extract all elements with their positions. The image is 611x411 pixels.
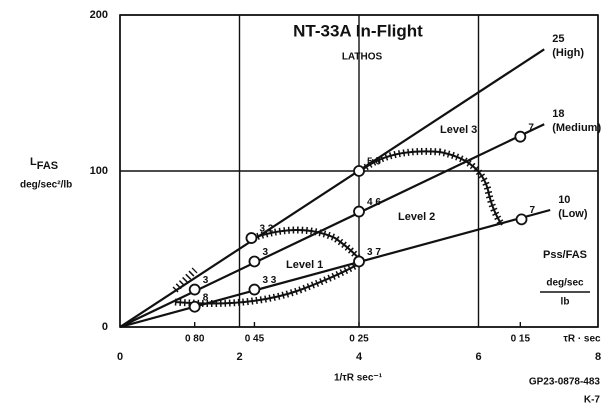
chart-title: NT-33A In-Flight — [293, 21, 423, 40]
series-line — [119, 123, 545, 328]
tau-label: τR · sec — [563, 334, 601, 345]
series-line — [119, 208, 551, 329]
data-point — [353, 255, 365, 268]
level-boundary — [174, 261, 363, 305]
x-tick-label: 8 — [595, 351, 601, 363]
series-sublabel: (Low) — [558, 208, 588, 220]
level-label: Level 3 — [440, 124, 477, 136]
point-label: 7 — [530, 205, 536, 216]
series-sublabel: (Medium) — [552, 122, 601, 134]
y-axis-label: LFAS — [30, 156, 58, 172]
level-label: Level 2 — [398, 211, 435, 223]
point-label: 3 3 — [262, 275, 276, 286]
y-tick-label: 200 — [90, 9, 108, 21]
data-point — [188, 300, 201, 313]
y-tick-label: 0 — [102, 321, 108, 333]
ratio-label: Pss/FAS — [543, 249, 587, 261]
tau-tick-label: 0 45 — [245, 334, 265, 345]
data-point — [248, 255, 261, 268]
point-label: 3 — [203, 275, 209, 286]
point-label: 5 6 — [367, 157, 381, 168]
tau-tick-label: 0 80 — [185, 334, 205, 345]
point-label: 4 6 — [367, 197, 381, 208]
point-label: 3 7 — [367, 247, 381, 258]
y-label-main: L — [30, 156, 37, 168]
level-label: Level 1 — [286, 259, 323, 271]
point-label: 7 — [528, 122, 534, 133]
data-point — [245, 232, 258, 244]
level-boundary — [252, 229, 363, 263]
y-label-sub: FAS — [37, 160, 58, 172]
page-number: K-7 — [584, 395, 601, 406]
data-point — [353, 205, 365, 218]
x-axis-label: 1/τR sec⁻¹ — [334, 373, 383, 384]
figure-code: GP23-0878-483 — [529, 377, 601, 388]
point-label: 3 2 — [259, 224, 273, 235]
data-point — [188, 283, 201, 296]
ratio-den: lb — [561, 297, 570, 308]
series-name: 25 — [552, 33, 564, 45]
y-axis-units: deg/sec²/lb — [20, 180, 72, 191]
ratio-num: deg/sec — [546, 278, 584, 289]
tau-tick-label: 0 25 — [349, 334, 369, 345]
data-point — [514, 130, 527, 143]
x-tick-label: 4 — [356, 351, 363, 363]
x-tick-label: 2 — [236, 351, 242, 363]
data-point — [515, 213, 528, 226]
tau-tick-label: 0 15 — [511, 334, 531, 345]
level-boundary — [172, 267, 198, 293]
x-tick-label: 0 — [117, 351, 123, 363]
chart-subtitle: LATHOS — [342, 52, 383, 63]
data-point — [353, 165, 365, 177]
data-point — [248, 283, 261, 296]
series-name: 18 — [552, 108, 564, 120]
series-sublabel: (High) — [552, 47, 584, 59]
x-tick-label: 6 — [475, 351, 481, 363]
series-line — [119, 48, 545, 328]
y-tick-label: 100 — [90, 165, 108, 177]
point-label: 3 — [262, 247, 268, 258]
point-label: 8 — [203, 292, 209, 303]
series-name: 10 — [558, 194, 570, 206]
